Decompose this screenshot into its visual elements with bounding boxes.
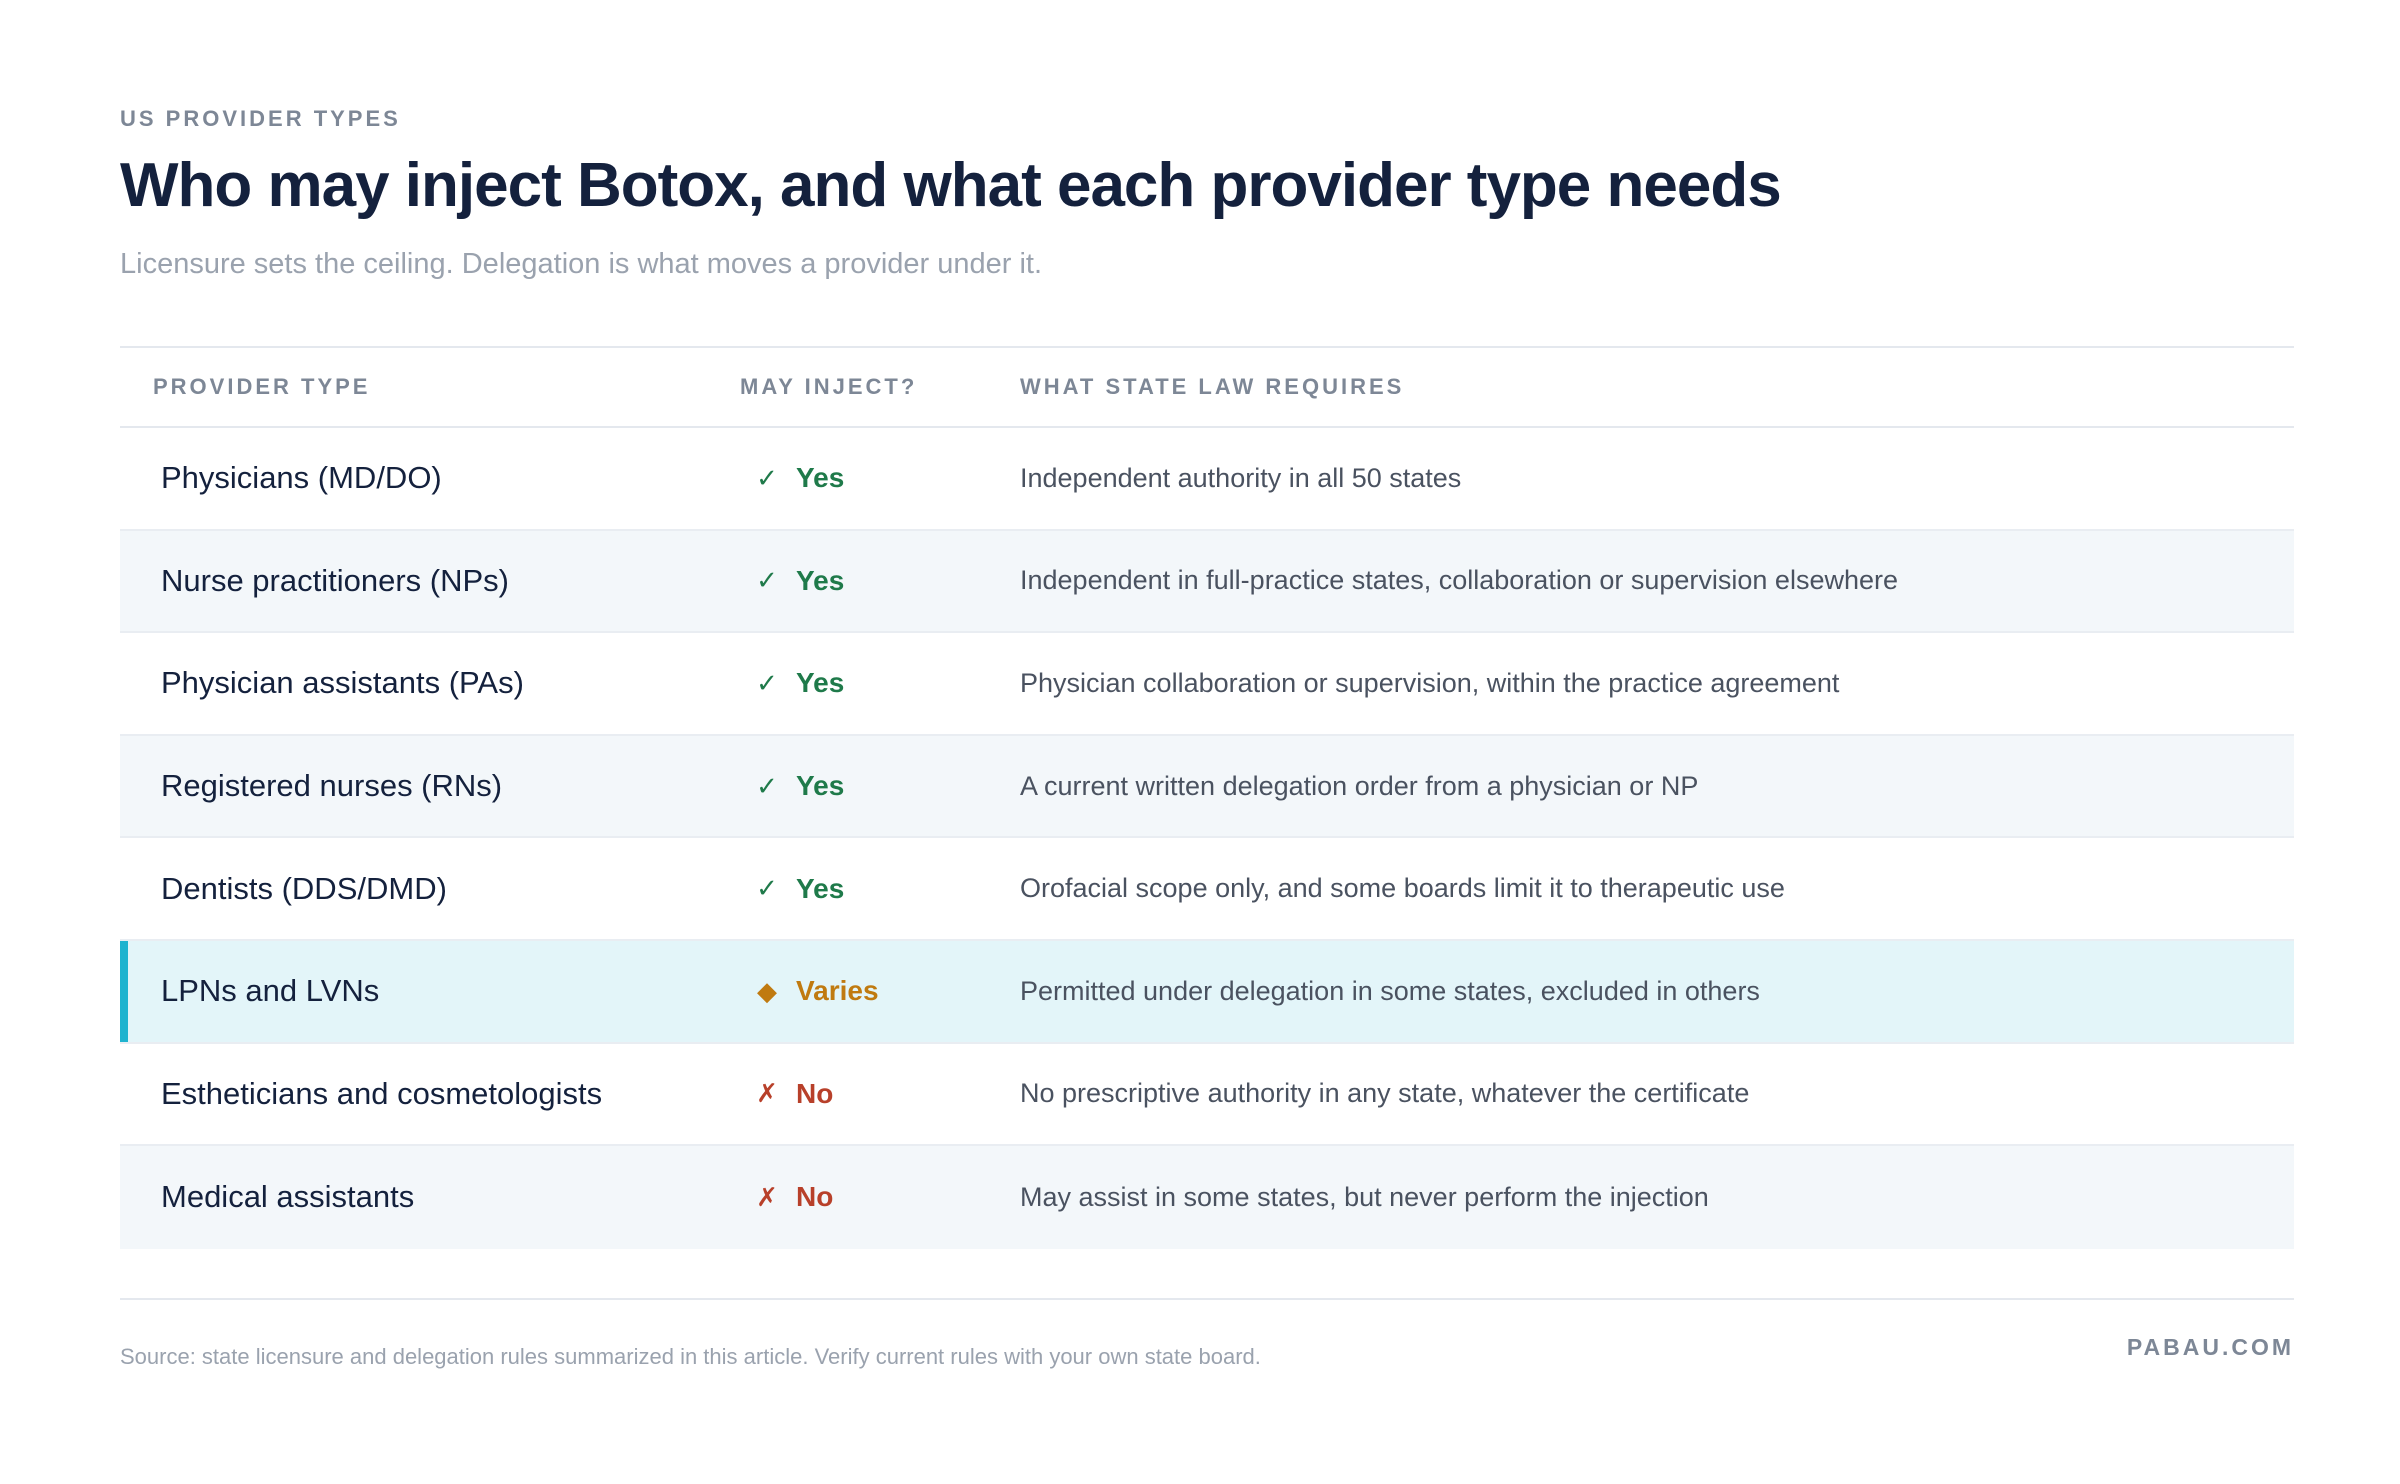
- requirement-text: Physician collaboration or supervision, …: [1020, 667, 1840, 698]
- requirement-text: No prescriptive authority in any state, …: [1020, 1078, 1750, 1109]
- requirement-text: Orofacial scope only, and some boards li…: [1020, 873, 1785, 904]
- may-inject-value: No: [796, 1181, 834, 1213]
- provider-name: Nurse practitioners (NPs): [161, 562, 509, 598]
- table-row: Medical assistants ✗ No May assist in so…: [120, 1146, 2294, 1249]
- column-header-requirements: WHAT STATE LAW REQUIRES: [1020, 374, 1405, 399]
- may-inject-cell: ✓ Yes: [740, 667, 1020, 699]
- may-inject-cell: ◆ Varies: [740, 975, 1020, 1007]
- page-title: Who may inject Botox, and what each prov…: [120, 151, 1782, 220]
- provider-name: Registered nurses (RNs): [161, 768, 503, 804]
- eyebrow-label: US PROVIDER TYPES: [120, 106, 401, 131]
- may-inject-cell: ✓ Yes: [740, 873, 1020, 905]
- check-icon: ✓: [756, 873, 778, 904]
- table-header: PROVIDER TYPE MAY INJECT? WHAT STATE LAW…: [120, 348, 2294, 428]
- check-icon: ✓: [756, 565, 778, 596]
- check-icon: ✓: [756, 462, 778, 493]
- provider-table: PROVIDER TYPE MAY INJECT? WHAT STATE LAW…: [120, 346, 2294, 1249]
- page-subtitle: Licensure sets the ceiling. Delegation i…: [120, 248, 1043, 280]
- may-inject-cell: ✓ Yes: [740, 462, 1020, 494]
- requirement-text: A current written delegation order from …: [1020, 770, 1699, 801]
- source-note: Source: state licensure and delegation r…: [120, 1344, 1261, 1369]
- may-inject-value: Yes: [796, 462, 845, 494]
- table-row: Estheticians and cosmetologists ✗ No No …: [120, 1044, 2294, 1147]
- may-inject-value: Yes: [796, 872, 845, 904]
- provider-name: LPNs and LVNs: [161, 973, 380, 1009]
- may-inject-cell: ✗ No: [740, 1181, 1020, 1213]
- requirement-text: May assist in some states, but never per…: [1020, 1181, 1709, 1212]
- check-icon: ✓: [756, 770, 778, 801]
- check-icon: ✓: [756, 667, 778, 698]
- may-inject-cell: ✓ Yes: [740, 565, 1020, 597]
- may-inject-value: Yes: [796, 667, 845, 699]
- table-row-highlighted: LPNs and LVNs ◆ Varies Permitted under d…: [120, 940, 2294, 1044]
- column-header-may-inject: MAY INJECT?: [740, 374, 918, 399]
- requirement-text: Independent authority in all 50 states: [1020, 462, 1462, 493]
- table-row: Nurse practitioners (NPs) ✓ Yes Independ…: [120, 530, 2294, 634]
- requirement-text: Independent in full-practice states, col…: [1020, 565, 1899, 596]
- table-row: Physicians (MD/DO) ✓ Yes Independent aut…: [120, 428, 2294, 531]
- column-header-provider-type: PROVIDER TYPE: [153, 374, 371, 399]
- provider-name: Physician assistants (PAs): [161, 665, 524, 701]
- may-inject-value: Yes: [796, 564, 845, 596]
- cross-icon: ✗: [756, 1181, 778, 1212]
- may-inject-value: No: [796, 1077, 834, 1109]
- diamond-icon: ◆: [757, 975, 777, 1006]
- brand-label: PABAU.COM: [2126, 1334, 2294, 1360]
- footer-divider: [120, 1298, 2294, 1300]
- may-inject-cell: ✓ Yes: [740, 770, 1020, 802]
- provider-name: Estheticians and cosmetologists: [161, 1075, 603, 1111]
- requirement-text: Permitted under delegation in some state…: [1020, 975, 1760, 1006]
- provider-name: Physicians (MD/DO): [161, 460, 442, 496]
- table-row: Physician assistants (PAs) ✓ Yes Physici…: [120, 633, 2294, 736]
- provider-name: Medical assistants: [161, 1179, 415, 1215]
- table-row: Dentists (DDS/DMD) ✓ Yes Orofacial scope…: [120, 838, 2294, 941]
- may-inject-value: Varies: [796, 975, 879, 1007]
- may-inject-cell: ✗ No: [740, 1078, 1020, 1110]
- provider-name: Dentists (DDS/DMD): [161, 870, 447, 906]
- table-row: Registered nurses (RNs) ✓ Yes A current …: [120, 735, 2294, 839]
- cross-icon: ✗: [756, 1078, 778, 1109]
- may-inject-value: Yes: [796, 770, 845, 802]
